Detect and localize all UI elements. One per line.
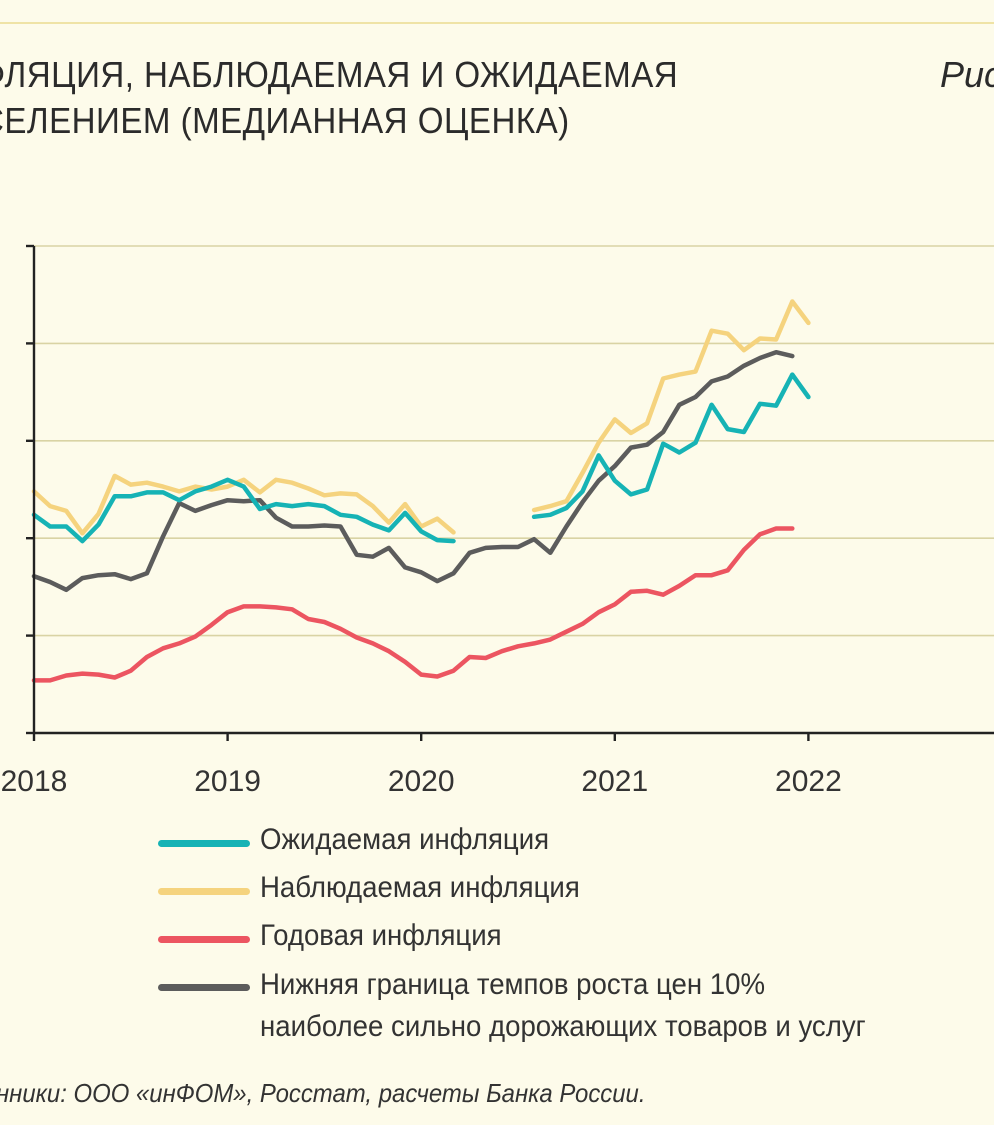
series-line-1-segment-1 [531, 299, 811, 513]
axes: 2018 2019 2020 2021 2022 [1, 244, 994, 798]
line-chart: 2018 2019 2020 2021 2022 [1, 244, 994, 798]
legend-swatch-annual [158, 936, 250, 943]
series-lines [31, 299, 811, 683]
series-line-1-segment-0 [31, 473, 456, 536]
legend-label-annual: Годовая инфляция [260, 919, 502, 952]
legend-label-observed: Наблюдаемая инфляция [260, 871, 580, 904]
series-line-2-segment-0 [31, 526, 795, 683]
legend-label-expected: Ожидаемая инфляция [260, 823, 550, 856]
top-rule [0, 22, 994, 24]
legend-label-lower-bound-line-2: наиболее сильно дорожающих товаров и усл… [260, 1010, 866, 1043]
x-tick-label: 2020 [388, 765, 455, 798]
legend-label-lower-bound-line-1: Нижняя граница темпов роста цен 10% [260, 968, 765, 1001]
series-line-3-segment-0 [31, 349, 795, 593]
legend-swatch-expected [158, 840, 250, 847]
source-note: нники: ООО «инФОМ», Росстат, расчеты Бан… [0, 1078, 646, 1108]
chart-title-line-2: СЕЛЕНИЕМ (МЕДИАННАЯ ОЦЕНКА) [0, 100, 570, 141]
series-line-0-segment-1 [531, 372, 811, 520]
legend-swatch-observed [158, 888, 250, 895]
x-tick-label: 2018 [1, 765, 68, 798]
chart-title-line-1: ФЛЯЦИЯ, НАБЛЮДАЕМАЯ И ОЖИДАЕМАЯ [0, 54, 679, 95]
x-tick-label: 2022 [775, 765, 842, 798]
series-line-0-segment-0 [31, 477, 456, 544]
x-tick-label: 2019 [194, 765, 261, 798]
legend-label-lower-bound: Нижняя граница темпов роста цен 10% наиб… [260, 964, 866, 1048]
legend-swatch-lower-bound [158, 984, 250, 991]
figure-label: Рис [940, 54, 994, 95]
x-tick-label: 2021 [581, 765, 648, 798]
chart-title: ФЛЯЦИЯ, НАБЛЮДАЕМАЯ И ОЖИДАЕМАЯ СЕЛЕНИЕМ… [0, 52, 678, 144]
grid-lines [34, 245, 994, 637]
